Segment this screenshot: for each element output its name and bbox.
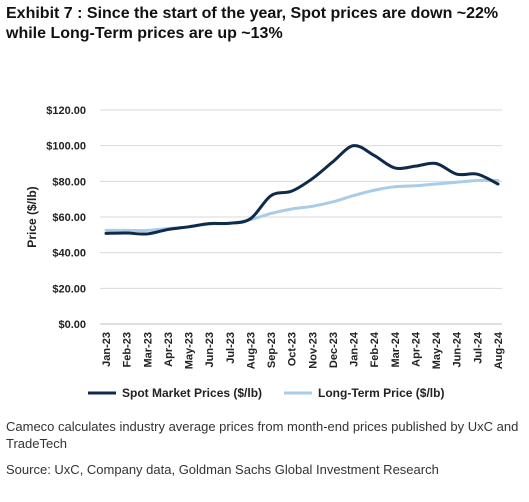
x-tick-label: Feb-24 <box>369 331 381 367</box>
x-axis-tick-labels: Jan-23 Feb-23 Mar-23 Apr-23 May-23 Jun-23 Jul-… <box>101 331 505 369</box>
x-tick-label: Dec-23 <box>328 332 340 368</box>
x-tick-label: May-24 <box>431 331 443 369</box>
exhibit-title: Exhibit 7 : Since the start of the year,… <box>6 5 499 42</box>
legend: Spot Market Prices ($/lb) Long-Term Price… <box>88 386 444 400</box>
line-chart: $0.00 $20.00 $40.00 $60.00 $80.00 $100.00 $120… <box>0 80 529 410</box>
x-tick-label: Nov-23 <box>307 332 319 369</box>
x-tick-label: Feb-23 <box>122 332 134 367</box>
x-tick-label: Oct-23 <box>287 332 299 366</box>
x-tick-label: Jul-24 <box>472 331 484 364</box>
x-tick-label: Apr-24 <box>410 331 422 367</box>
series-line-long-term <box>104 178 500 233</box>
legend-label: Long-Term Price ($/lb) <box>318 386 444 400</box>
x-tick-label: Jun-23 <box>204 332 216 367</box>
series-lines <box>104 144 500 236</box>
legend-label: Spot Market Prices ($/lb) <box>122 386 262 400</box>
chart-svg: $0.00 $20.00 $40.00 $60.00 $80.00 $100.00 $120… <box>25 105 505 400</box>
chart-source: Source: UxC, Company data, Goldman Sachs… <box>6 462 439 477</box>
x-tick-label: Sep-23 <box>266 332 278 368</box>
y-tick-label: $80.00 <box>52 176 86 188</box>
x-tick-label: Aug-23 <box>245 332 257 369</box>
x-tick-label: Jun-24 <box>452 331 464 367</box>
x-tick-label: Jan-24 <box>349 331 361 367</box>
chart-note: Cameco calculates industry average price… <box>6 419 519 451</box>
series-line-spot <box>104 144 500 236</box>
x-tick-label: May-23 <box>184 332 196 369</box>
y-tick-label: $100.00 <box>46 141 86 153</box>
y-tick-label: $20.00 <box>52 283 86 295</box>
y-tick-label: $120.00 <box>46 105 86 117</box>
x-tick-label: Mar-24 <box>390 331 402 367</box>
x-tick-label: Aug-24 <box>493 331 505 369</box>
y-tick-label: $40.00 <box>52 248 86 260</box>
gridlines <box>100 109 502 289</box>
x-tick-label: Mar-23 <box>142 332 154 367</box>
x-tick-label: Jan-23 <box>101 332 113 367</box>
x-tick-label: Jul-23 <box>225 332 237 364</box>
y-tick-label: $60.00 <box>52 212 86 224</box>
x-tick-label: Apr-23 <box>163 332 175 367</box>
y-axis-tick-labels: $0.00 $20.00 $40.00 $60.00 $80.00 $100.00 $120… <box>46 105 86 331</box>
y-axis-label: Price ($/lb) <box>25 186 39 247</box>
y-tick-label: $0.00 <box>58 319 86 331</box>
